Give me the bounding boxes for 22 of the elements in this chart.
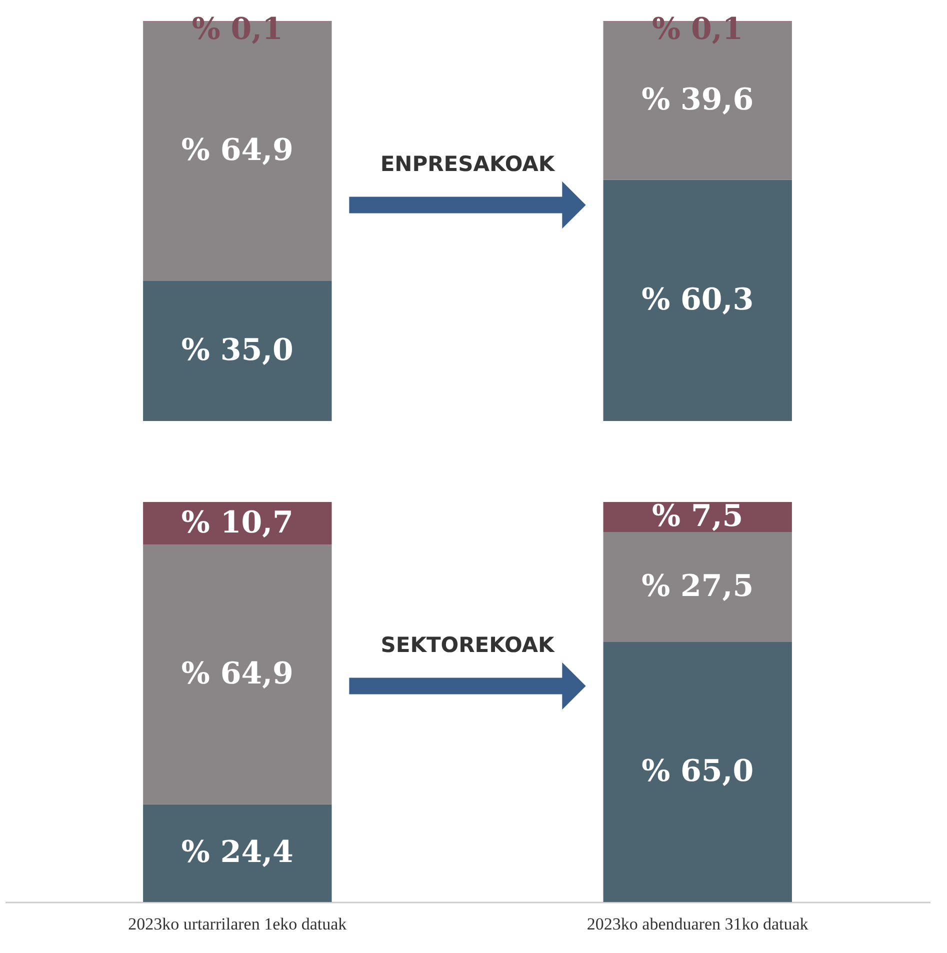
annotation: SEKTOREKOAK (380, 633, 556, 657)
data-label: % 39,6 (642, 82, 754, 118)
annotation: ENPRESAKOAK (380, 152, 556, 176)
data-label: % 24,4 (181, 835, 294, 870)
data-label: % 0,1 (652, 12, 744, 47)
data-label: % 27,5 (642, 569, 754, 604)
data-label: % 35,0 (181, 333, 294, 368)
bar (143, 544, 332, 804)
data-label: % 60,3 (642, 282, 754, 318)
data-label: % 0,1 (192, 12, 283, 47)
data-label: % 10,7 (181, 505, 294, 540)
bar (603, 180, 792, 421)
data-label: % 64,9 (181, 656, 294, 692)
data-label: % 7,5 (652, 499, 744, 534)
bar (143, 804, 332, 902)
bar (603, 532, 792, 642)
x-tick-label: 2023ko urtarrilaren 1eko datuak (128, 914, 348, 934)
bar (603, 642, 792, 902)
data-label: % 65,0 (642, 754, 754, 789)
bar (143, 281, 332, 421)
x-tick-label: 2023ko abenduaren 31ko datuak (586, 914, 809, 934)
data-label: % 64,9 (181, 133, 294, 168)
